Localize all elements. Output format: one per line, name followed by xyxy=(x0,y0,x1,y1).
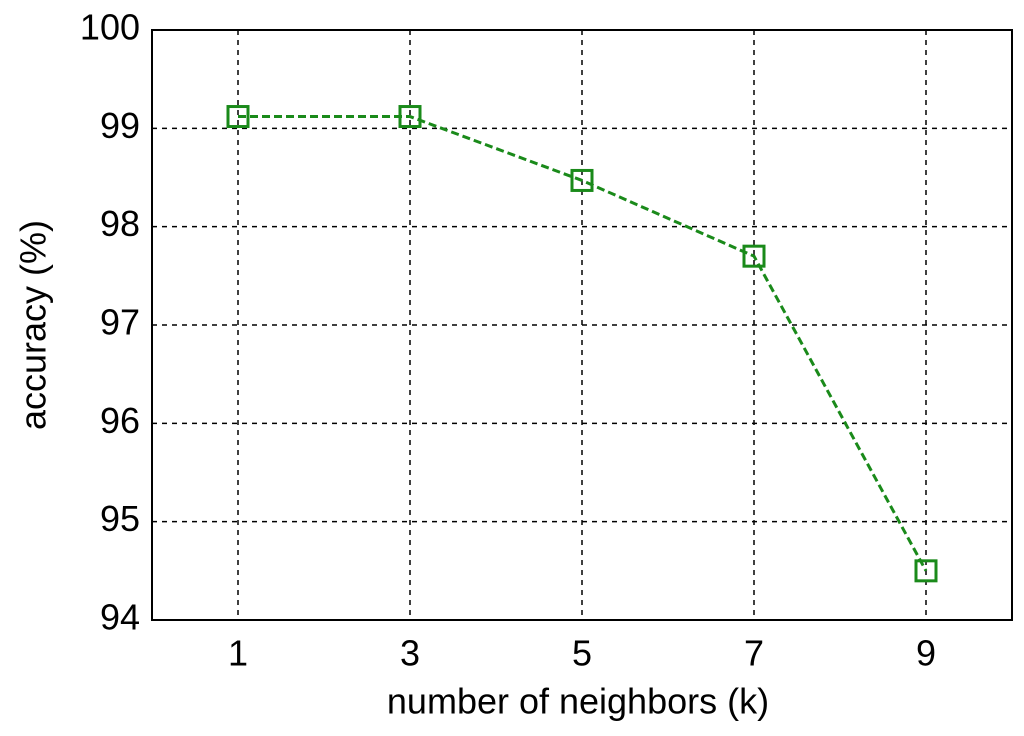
y-tick-label: 98 xyxy=(100,203,140,244)
x-tick-label: 9 xyxy=(916,633,936,674)
point-marker xyxy=(914,559,938,583)
y-tick-label: 94 xyxy=(100,597,140,638)
x-tick-label: 5 xyxy=(572,633,592,674)
y-tick-label: 99 xyxy=(100,105,140,146)
point-marker xyxy=(570,168,594,192)
x-tick-label: 7 xyxy=(744,633,764,674)
y-tick-label: 100 xyxy=(80,7,140,48)
series-line xyxy=(238,115,928,572)
plot-frame xyxy=(151,29,1013,621)
x-tick-label: 3 xyxy=(400,633,420,674)
y-tick-label: 97 xyxy=(100,302,140,343)
point-marker xyxy=(742,244,766,268)
y-tick-label: 96 xyxy=(100,400,140,441)
point-marker xyxy=(226,105,250,129)
x-tick-label: 1 xyxy=(228,633,248,674)
y-tick-label: 95 xyxy=(100,498,140,539)
y-axis-label: accuracy (%) xyxy=(13,220,54,430)
point-marker xyxy=(398,105,422,129)
x-axis-label: number of neighbors (k) xyxy=(387,681,769,722)
